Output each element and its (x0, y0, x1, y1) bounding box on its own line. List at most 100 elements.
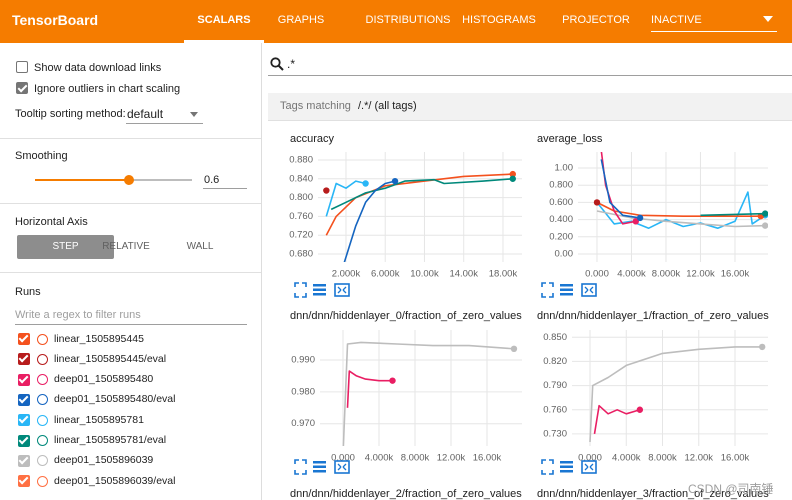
run-checkbox[interactable] (18, 434, 30, 447)
checkbox-label: Ignore outliers in chart scaling (34, 83, 181, 95)
run-color[interactable] (37, 394, 48, 406)
run-color[interactable] (37, 414, 48, 426)
tooltip-select[interactable]: default (127, 107, 164, 121)
y-tick-label: 0.680 (289, 249, 313, 260)
data-icon (313, 293, 326, 296)
series-endpoint (636, 214, 644, 222)
run-color[interactable] (37, 374, 48, 386)
y-tick-label: 0.820 (543, 356, 567, 367)
run-checkbox[interactable] (18, 333, 30, 345)
y-tick-label: 0.790 (543, 380, 567, 391)
series-line (596, 210, 766, 228)
run-dropdown[interactable]: INACTIVE (651, 14, 702, 26)
run-name: linear_1505895445/eval (54, 352, 167, 365)
axis-option[interactable]: STEP (52, 241, 79, 252)
series-endpoint (389, 377, 396, 384)
series-line (600, 159, 641, 219)
run-name: linear_1505895781/eval (54, 434, 167, 446)
data-icon (560, 461, 573, 464)
series-endpoint (509, 175, 516, 182)
tab[interactable]: PROJECTOR (562, 14, 630, 26)
checkbox[interactable] (16, 61, 28, 73)
smoothing-value[interactable]: 0.6 (204, 174, 220, 186)
data-icon (313, 461, 326, 464)
expand-icon (541, 282, 554, 298)
axis-option[interactable]: RELATIVE (102, 241, 150, 252)
x-tick-label: 14.00k (449, 269, 478, 280)
run-checkbox[interactable] (18, 373, 30, 386)
x-tick-label: 0.000 (331, 453, 355, 464)
data-icon (560, 465, 573, 468)
run-checkbox[interactable] (18, 414, 30, 427)
watermark: CSDN @司南锤 (688, 482, 774, 496)
run-name: linear_1505895781 (54, 413, 144, 426)
plot-area (589, 343, 766, 443)
chart-title: average_loss (537, 133, 603, 145)
series-line (589, 346, 763, 443)
fit-icon (581, 460, 597, 474)
fit-icon-arrows (337, 286, 347, 294)
y-tick-label: 0.840 (289, 173, 313, 184)
y-tick-label: 0.400 (549, 214, 573, 225)
smoothing-label: Smoothing (15, 150, 68, 162)
run-checkbox[interactable] (18, 393, 30, 406)
axis-button[interactable]: STEP (17, 235, 114, 259)
tags-prefix: Tags matching (280, 100, 351, 112)
series-line (325, 180, 366, 217)
select-underline (126, 123, 203, 124)
series-line (593, 404, 641, 435)
checkbox-label: Show data download links (34, 62, 162, 74)
dropdown-underline (651, 31, 777, 32)
data-icon (313, 284, 326, 287)
checkbox[interactable] (16, 82, 28, 94)
slider-knob[interactable] (124, 175, 135, 185)
series-endpoint (391, 177, 399, 185)
value-underline (203, 188, 247, 189)
run-color[interactable] (37, 455, 48, 467)
y-tick-label: 0.760 (543, 404, 567, 415)
runs-filter[interactable]: Write a regex to filter runs (15, 309, 141, 321)
series-line (325, 173, 513, 236)
chart-title: dnn/dnn/hiddenlayer_0/fraction_of_zero_v… (290, 310, 522, 322)
run-checkbox[interactable] (18, 454, 30, 467)
expand-icon (294, 282, 307, 298)
slider-fill (35, 179, 130, 181)
series-endpoint (761, 210, 768, 217)
series-endpoint (632, 218, 639, 225)
tab[interactable]: GRAPHS (277, 14, 325, 26)
series-endpoint (636, 406, 644, 413)
fit-icon-arrows (584, 286, 594, 294)
tab[interactable]: HISTOGRAMS (462, 14, 536, 26)
y-tick-label: 0.800 (549, 180, 573, 191)
x-tick-label: 6.000k (371, 269, 400, 280)
run-name: deep01_1505896039 (54, 454, 154, 467)
run-color[interactable] (37, 333, 48, 345)
data-icon (313, 465, 326, 468)
y-tick-label: 0.00 (555, 249, 574, 260)
expand-icon (294, 459, 307, 475)
x-tick-label: 0.000 (585, 269, 609, 280)
run-checkbox[interactable] (18, 475, 30, 488)
search-underline (268, 75, 792, 76)
data-icon (313, 288, 326, 291)
series-line (342, 341, 515, 446)
series-line (330, 178, 513, 211)
series-endpoint (510, 345, 518, 353)
search-input[interactable]: .* (287, 57, 296, 71)
tab[interactable]: SCALARS (197, 14, 251, 26)
run-color[interactable] (37, 435, 48, 446)
axis-option[interactable]: WALL (186, 241, 214, 252)
fit-icon (334, 460, 350, 474)
data-icon (560, 288, 573, 291)
series-endpoint (758, 343, 766, 351)
y-tick-label: 0.850 (543, 332, 567, 343)
y-tick-label: 0.800 (289, 192, 313, 203)
tab[interactable]: DISTRIBUTIONS (365, 14, 451, 26)
search-icon (270, 57, 284, 71)
data-icon (313, 470, 326, 473)
y-tick-label: 0.880 (289, 155, 313, 166)
run-checkbox[interactable] (18, 353, 30, 366)
run-color[interactable] (37, 353, 48, 365)
x-tick-label: 0.000 (578, 453, 602, 464)
run-color[interactable] (37, 475, 48, 487)
